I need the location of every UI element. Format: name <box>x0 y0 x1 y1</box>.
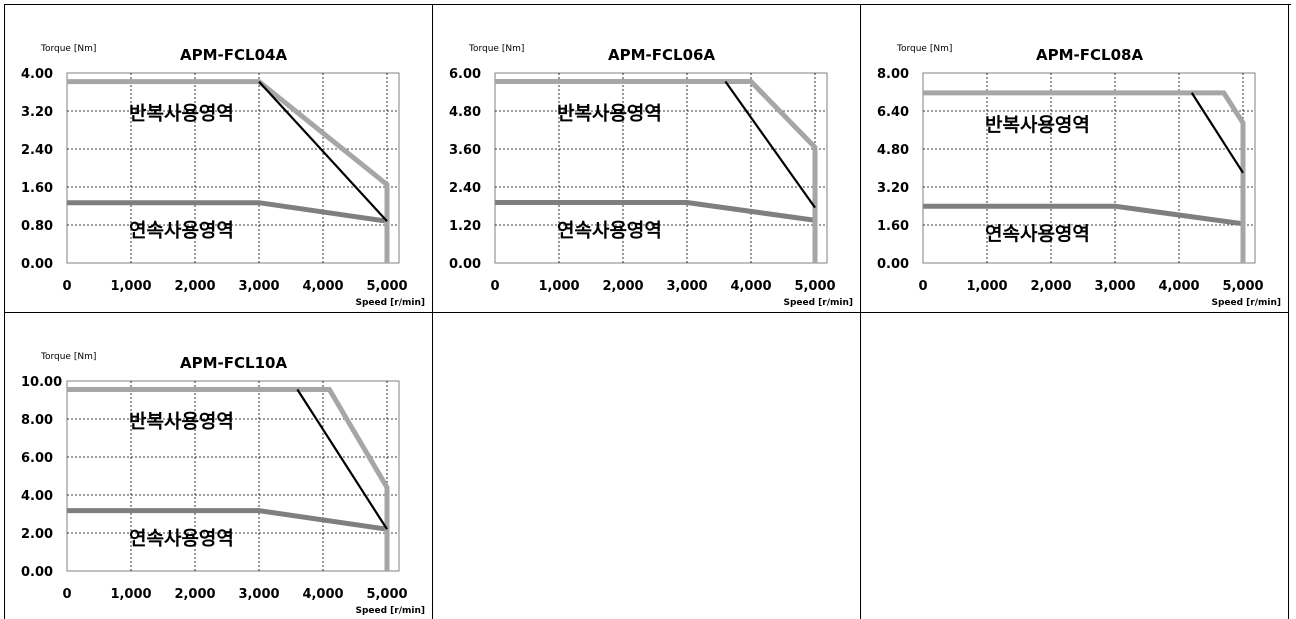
plot-area <box>66 72 400 264</box>
intermittent-torque-line <box>67 387 390 571</box>
x-tick-label: 2,000 <box>174 587 215 602</box>
x-tick-label: 4,000 <box>730 279 771 294</box>
x-axis-label: Speed [r/min] <box>355 606 425 616</box>
y-tick-label: 3.20 <box>877 181 909 196</box>
intermittent-zone-label: 반복사용영역 <box>129 411 234 433</box>
x-tick-label: 5,000 <box>366 587 407 602</box>
empty-cell <box>433 313 861 619</box>
torque-speed-chart-fcl04a: APM-FCL04A Torque [Nm] Speed [r/min] 4.00 3.… <box>21 44 425 308</box>
x-tick-label: 4,000 <box>302 587 343 602</box>
y-tick-label: 1.20 <box>449 219 481 234</box>
limit-torque-line <box>258 80 388 222</box>
chart-cell-fcl06a: APM-FCL06A Torque [Nm] Speed [r/min] 6.00 4.… <box>433 5 861 313</box>
empty-cell <box>861 313 1289 619</box>
y-tick-label: 1.60 <box>877 219 909 234</box>
x-tick-label: 2,000 <box>174 279 215 294</box>
y-tick-label: 6.00 <box>449 67 481 82</box>
y-axis-label: Torque [Nm] <box>40 352 96 362</box>
x-tick-label: 3,000 <box>238 279 279 294</box>
x-tick-label: 3,000 <box>666 279 707 294</box>
x-tick-label: 2,000 <box>602 279 643 294</box>
x-axis-label: Speed [r/min] <box>355 298 425 308</box>
chart-cell-fcl04a: APM-FCL04A Torque [Nm] Speed [r/min] 4.00 3.… <box>5 5 433 313</box>
y-axis-label: Torque [Nm] <box>40 44 96 54</box>
x-tick-label: 4,000 <box>1158 279 1199 294</box>
intermittent-zone-label: 반복사용영역 <box>557 103 662 125</box>
x-tick-label: 1,000 <box>966 279 1007 294</box>
y-tick-label: 0.00 <box>449 257 481 272</box>
intermittent-torque-line <box>923 90 1246 263</box>
intermittent-torque-line <box>495 79 818 263</box>
limit-torque-line <box>724 80 816 209</box>
x-tick-label: 3,000 <box>238 587 279 602</box>
x-axis-label: Speed [r/min] <box>1211 298 1281 308</box>
y-tick-label: 1.60 <box>21 181 53 196</box>
chart-title: APM-FCL08A <box>1036 46 1143 64</box>
y-tick-label: 0.00 <box>21 257 53 272</box>
y-tick-label: 10.00 <box>21 375 62 390</box>
y-axis-label: Torque [Nm] <box>896 44 952 54</box>
continuous-zone-label: 연속사용영역 <box>129 528 234 550</box>
y-tick-label: 0.00 <box>21 565 53 580</box>
x-tick-label: 1,000 <box>538 279 579 294</box>
y-tick-label: 2.40 <box>21 143 53 158</box>
y-tick-label: 0.80 <box>21 219 53 234</box>
y-tick-label: 6.00 <box>21 451 53 466</box>
limit-torque-line <box>1190 92 1244 174</box>
chart-title: APM-FCL10A <box>180 354 287 372</box>
continuous-zone-label: 연속사용영역 <box>557 220 662 242</box>
y-axis-label: Torque [Nm] <box>468 44 524 54</box>
intermittent-zone-label: 반복사용영역 <box>129 103 234 125</box>
intermittent-zone-label: 반복사용영역 <box>985 114 1090 136</box>
y-tick-label: 8.00 <box>877 67 909 82</box>
x-tick-label: 5,000 <box>366 279 407 294</box>
y-tick-label: 3.20 <box>21 105 53 120</box>
y-tick-label: 4.00 <box>21 67 53 82</box>
y-tick-label: 2.40 <box>449 181 481 196</box>
x-tick-label: 0 <box>490 279 499 294</box>
x-tick-label: 5,000 <box>794 279 835 294</box>
y-tick-label: 4.80 <box>449 105 481 120</box>
limit-torque-line <box>296 388 388 530</box>
continuous-zone-label: 연속사용영역 <box>129 220 234 242</box>
y-tick-label: 2.00 <box>21 527 53 542</box>
chart-cell-fcl08a: APM-FCL08A Torque [Nm] Speed [r/min] 8.00 6.… <box>861 5 1289 313</box>
x-tick-label: 1,000 <box>110 587 151 602</box>
x-tick-label: 0 <box>918 279 927 294</box>
continuous-zone-label: 연속사용영역 <box>985 223 1090 245</box>
x-axis-label: Speed [r/min] <box>783 298 853 308</box>
x-tick-label: 5,000 <box>1222 279 1263 294</box>
chart-table: APM-FCL04A Torque [Nm] Speed [r/min] 4.00 3.… <box>4 4 1291 619</box>
intermittent-torque-line <box>67 79 390 263</box>
y-tick-label: 3.60 <box>449 143 481 158</box>
x-tick-label: 4,000 <box>302 279 343 294</box>
y-tick-label: 4.80 <box>877 143 909 158</box>
y-tick-label: 6.40 <box>877 105 909 120</box>
x-tick-label: 3,000 <box>1094 279 1135 294</box>
torque-speed-chart-fcl06a: APM-FCL06A Torque [Nm] Speed [r/min] 6.00 4.… <box>449 44 853 308</box>
y-tick-label: 4.00 <box>21 489 53 504</box>
x-tick-label: 0 <box>62 587 71 602</box>
x-tick-label: 2,000 <box>1030 279 1071 294</box>
chart-cell-fcl10a: APM-FCL10A Torque [Nm] Speed [r/min] 10.00 8… <box>5 313 433 619</box>
chart-title: APM-FCL06A <box>608 46 715 64</box>
y-tick-label: 8.00 <box>21 413 53 428</box>
chart-title: APM-FCL04A <box>180 46 287 64</box>
torque-speed-chart-fcl10a: APM-FCL10A Torque [Nm] Speed [r/min] 10.00 8… <box>21 352 425 616</box>
x-tick-label: 1,000 <box>110 279 151 294</box>
y-tick-label: 0.00 <box>877 257 909 272</box>
torque-speed-chart-fcl08a: APM-FCL08A Torque [Nm] Speed [r/min] 8.00 6.… <box>877 44 1281 308</box>
x-tick-label: 0 <box>62 279 71 294</box>
